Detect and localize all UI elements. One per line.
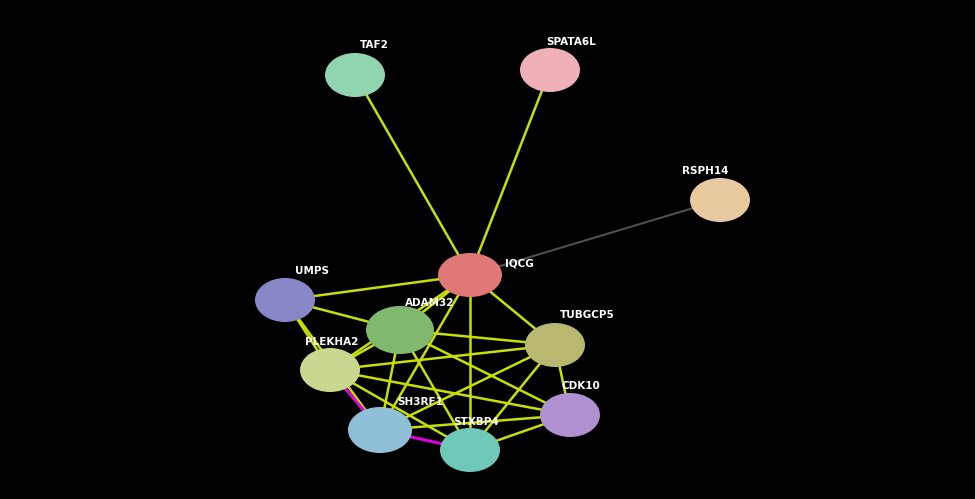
Ellipse shape bbox=[300, 348, 360, 392]
Ellipse shape bbox=[348, 407, 412, 453]
Ellipse shape bbox=[690, 178, 750, 222]
Text: TAF2: TAF2 bbox=[360, 40, 389, 50]
Text: SPATA6L: SPATA6L bbox=[546, 37, 596, 47]
Text: RSPH14: RSPH14 bbox=[682, 166, 728, 176]
Ellipse shape bbox=[325, 53, 385, 97]
Ellipse shape bbox=[440, 428, 500, 472]
Text: SH3RF1: SH3RF1 bbox=[397, 397, 443, 407]
Ellipse shape bbox=[438, 253, 502, 297]
Ellipse shape bbox=[540, 393, 600, 437]
Ellipse shape bbox=[366, 306, 434, 354]
Text: STXBP4: STXBP4 bbox=[453, 417, 499, 427]
Text: CDK10: CDK10 bbox=[562, 381, 601, 391]
Text: IQCG: IQCG bbox=[505, 258, 533, 268]
Text: TUBGCP5: TUBGCP5 bbox=[560, 310, 615, 320]
Text: PLEKHA2: PLEKHA2 bbox=[305, 337, 359, 347]
Ellipse shape bbox=[525, 323, 585, 367]
Text: UMPS: UMPS bbox=[295, 266, 329, 276]
Text: ADAM32: ADAM32 bbox=[405, 298, 454, 308]
Ellipse shape bbox=[520, 48, 580, 92]
Ellipse shape bbox=[255, 278, 315, 322]
